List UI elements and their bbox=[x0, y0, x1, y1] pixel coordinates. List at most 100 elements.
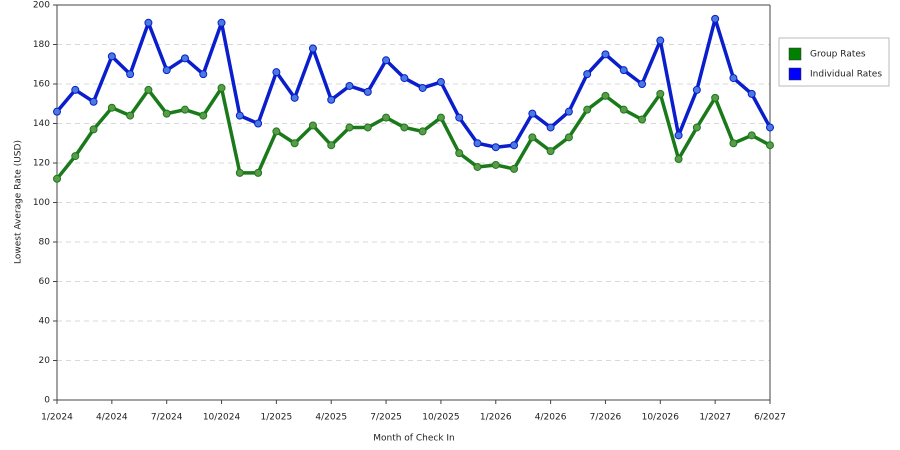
point bbox=[711, 93, 720, 102]
point bbox=[162, 66, 171, 75]
point bbox=[546, 123, 555, 132]
y-tick-label: 120 bbox=[33, 159, 50, 169]
point bbox=[144, 85, 153, 94]
legend-label: Individual Rates bbox=[810, 70, 882, 80]
point bbox=[382, 113, 391, 122]
point bbox=[491, 143, 500, 152]
x-tick-label: 7/2024 bbox=[151, 413, 183, 423]
point bbox=[254, 119, 263, 128]
point bbox=[363, 87, 372, 96]
point bbox=[89, 97, 98, 106]
point bbox=[692, 85, 701, 94]
point bbox=[601, 91, 610, 100]
y-tick-label: 40 bbox=[39, 317, 51, 327]
point bbox=[583, 105, 592, 114]
x-tick-label: 1/2024 bbox=[41, 413, 73, 423]
point bbox=[400, 123, 409, 132]
x-axis-label: Month of Check In bbox=[373, 434, 455, 444]
point bbox=[747, 89, 756, 98]
point bbox=[528, 109, 537, 118]
y-tick-label: 80 bbox=[39, 238, 51, 248]
point bbox=[601, 50, 610, 59]
point bbox=[254, 168, 263, 177]
legend-label: Group Rates bbox=[810, 50, 866, 60]
point bbox=[510, 141, 519, 150]
x-tick-label: 4/2025 bbox=[315, 413, 347, 423]
point bbox=[162, 109, 171, 118]
point bbox=[473, 139, 482, 148]
point bbox=[418, 127, 427, 136]
point bbox=[345, 123, 354, 132]
point bbox=[747, 131, 756, 140]
point bbox=[89, 125, 98, 134]
x-tick-label: 10/2025 bbox=[422, 413, 459, 423]
x-tick-label: 4/2024 bbox=[96, 413, 128, 423]
point bbox=[199, 111, 208, 120]
x-tick-label: 10/2026 bbox=[642, 413, 680, 423]
point bbox=[53, 174, 61, 183]
point bbox=[235, 168, 244, 177]
point bbox=[308, 121, 317, 130]
point bbox=[327, 141, 336, 150]
point bbox=[71, 152, 80, 161]
point bbox=[308, 44, 317, 53]
x-tick-label: 1/2025 bbox=[261, 413, 293, 423]
point bbox=[272, 68, 281, 77]
point bbox=[382, 56, 391, 65]
y-axis-label: Lowest Average Rate (USD) bbox=[14, 140, 24, 264]
y-tick-label: 180 bbox=[33, 40, 50, 50]
point bbox=[674, 131, 683, 140]
x-tick-label: 1/2026 bbox=[480, 413, 512, 423]
point bbox=[455, 149, 464, 158]
point bbox=[510, 164, 519, 173]
point bbox=[473, 162, 482, 171]
point bbox=[107, 52, 116, 61]
x-tick-label: 7/2026 bbox=[590, 413, 622, 423]
y-tick-label: 200 bbox=[33, 1, 50, 11]
point bbox=[400, 74, 409, 83]
point bbox=[126, 111, 135, 120]
point bbox=[436, 78, 445, 87]
point bbox=[290, 139, 299, 148]
point bbox=[619, 66, 628, 75]
x-tick-label: 7/2025 bbox=[370, 413, 402, 423]
point bbox=[583, 70, 592, 79]
point bbox=[126, 70, 135, 79]
series-line bbox=[55, 17, 772, 149]
point bbox=[656, 36, 665, 45]
x-tick-label: 4/2026 bbox=[535, 413, 567, 423]
point bbox=[418, 83, 427, 92]
point bbox=[656, 89, 665, 98]
point bbox=[491, 160, 500, 169]
point bbox=[638, 80, 647, 88]
legend-swatch bbox=[788, 67, 802, 81]
point bbox=[766, 141, 774, 150]
y-tick-label: 140 bbox=[33, 119, 50, 129]
point bbox=[546, 147, 555, 156]
y-tick-label: 0 bbox=[44, 396, 50, 406]
point bbox=[235, 111, 244, 120]
point bbox=[217, 83, 226, 92]
point bbox=[729, 74, 738, 83]
series-line bbox=[55, 86, 771, 180]
point bbox=[345, 81, 354, 90]
point bbox=[107, 103, 116, 112]
y-tick-label: 100 bbox=[33, 198, 50, 208]
point bbox=[327, 95, 336, 104]
point bbox=[674, 155, 683, 164]
y-tick-label: 20 bbox=[39, 356, 51, 366]
point bbox=[363, 123, 372, 132]
point bbox=[711, 14, 720, 23]
point bbox=[290, 93, 299, 102]
point bbox=[692, 123, 701, 132]
point bbox=[638, 115, 647, 124]
point bbox=[766, 123, 774, 132]
point bbox=[217, 18, 226, 27]
x-tick-label: 6/2027 bbox=[754, 413, 786, 423]
point bbox=[455, 113, 464, 122]
point bbox=[180, 54, 189, 63]
point bbox=[564, 133, 573, 142]
y-tick-label: 160 bbox=[33, 80, 50, 90]
